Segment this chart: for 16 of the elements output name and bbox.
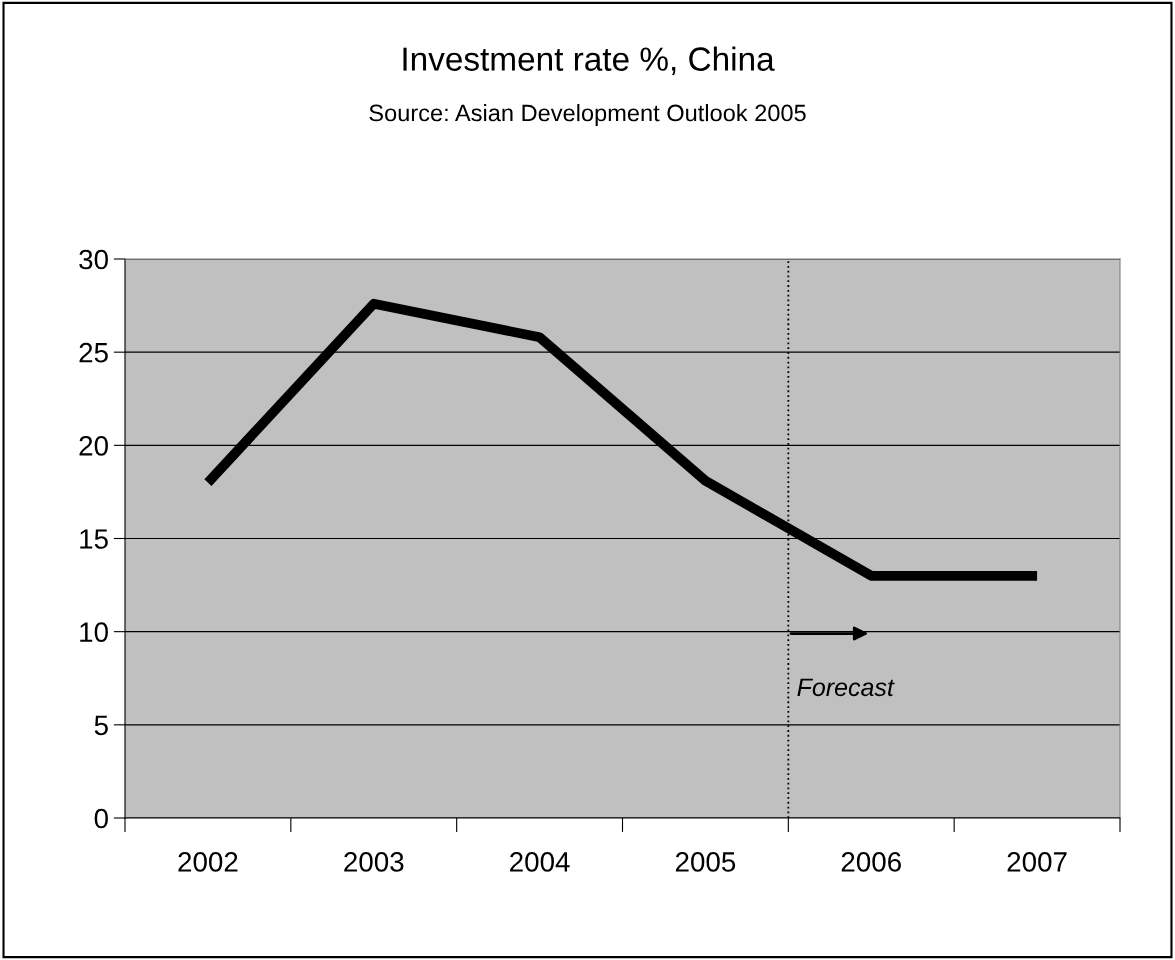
y-tick-label: 30 <box>79 249 108 270</box>
y-tick-label: 5 <box>94 715 108 736</box>
y-tick-label: 15 <box>80 529 108 549</box>
x-tick-label: 2004 <box>510 852 570 872</box>
annotation: Forecast <box>797 678 895 697</box>
y-tick-label: 20 <box>79 436 108 456</box>
y-tick-label: 0 <box>94 808 108 829</box>
x-tick-label: 2006 <box>841 852 901 872</box>
y-tick-label: 10 <box>80 622 108 643</box>
x-tick-label: 2002 <box>178 852 238 872</box>
y-tick-label: 25 <box>79 342 108 363</box>
x-tick-label: 2005 <box>675 852 736 872</box>
chart-subtitle: Source: Asian Development Outlook 2005 <box>369 104 806 126</box>
x-tick-label: 2007 <box>1007 852 1067 872</box>
x-tick-label: 2003 <box>344 852 404 872</box>
chart-title: Investment rate %, China <box>403 46 775 75</box>
